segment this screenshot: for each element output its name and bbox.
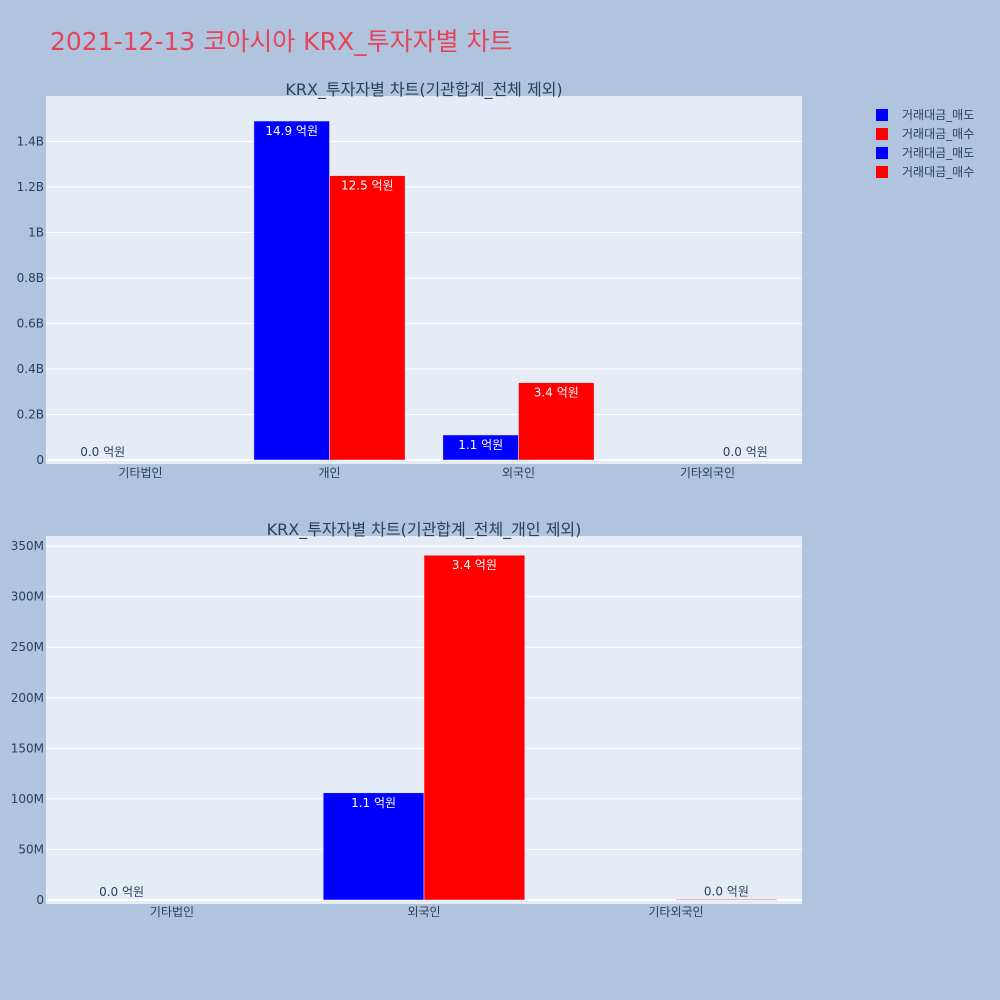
bar (329, 175, 406, 461)
data-label: 0.0 억원 (704, 884, 749, 898)
bar (322, 792, 425, 901)
legend-swatch (876, 147, 888, 159)
y-tick-label: 200M (11, 691, 44, 705)
y-tick-label: 150M (11, 741, 44, 755)
legend-swatch (876, 128, 888, 140)
bar (675, 899, 778, 901)
y-tick-label: 250M (11, 640, 44, 654)
data-label: 3.4 억원 (452, 558, 497, 572)
bar (253, 120, 330, 461)
x-tick-label: 기타외국인 (648, 905, 703, 919)
y-tick-label: 0.2B (17, 408, 44, 422)
x-tick-label: 개인 (318, 466, 340, 480)
bar (442, 434, 519, 461)
data-label: 0.0 억원 (80, 445, 125, 459)
data-label: 3.4 억원 (534, 386, 579, 400)
data-label: 1.1 억원 (458, 438, 503, 452)
x-tick-label: 기타외국인 (680, 466, 735, 480)
y-tick-label: 0.8B (17, 271, 44, 285)
y-tick-label: 0.6B (17, 317, 44, 331)
y-tick-label: 1.4B (17, 135, 44, 149)
data-label: 14.9 억원 (265, 124, 318, 138)
legend-label: 거래대금_매도 (902, 108, 974, 122)
legend-swatch (876, 109, 888, 121)
data-label: 0.0 억원 (723, 445, 768, 459)
y-tick-label: 300M (11, 590, 44, 604)
x-tick-label: 외국인 (407, 905, 440, 919)
plot-area-1 (46, 96, 802, 464)
legend-label: 거래대금_매수 (902, 165, 974, 179)
x-tick-label: 기타법인 (150, 905, 194, 919)
legend-label: 거래대금_매도 (902, 146, 974, 160)
legend-label: 거래대금_매수 (902, 127, 974, 141)
y-tick-label: 1B (28, 226, 44, 240)
bar (423, 554, 526, 901)
x-tick-label: 기타법인 (118, 466, 162, 480)
legend-swatch (876, 166, 888, 178)
chart-title: KRX_투자자별 차트(기관합계_전체 제외) (285, 80, 562, 100)
y-tick-label: 100M (11, 792, 44, 806)
data-label: 1.1 억원 (351, 796, 396, 810)
x-tick-label: 외국인 (502, 466, 535, 480)
y-tick-label: 50M (18, 842, 44, 856)
y-tick-label: 350M (11, 539, 44, 553)
y-tick-label: 0.4B (17, 362, 44, 376)
y-tick-label: 1.2B (17, 180, 44, 194)
y-tick-label: 0 (36, 893, 44, 907)
chart-title: KRX_투자자별 차트(기관합계_전체_개인 제외) (267, 520, 582, 540)
page-title: 2021-12-13 코아시아 KRX_투자자별 차트 (50, 27, 513, 56)
bar (518, 382, 595, 461)
y-tick-label: 0 (36, 453, 44, 467)
data-label: 0.0 억원 (99, 885, 144, 899)
data-label: 12.5 억원 (341, 179, 394, 193)
